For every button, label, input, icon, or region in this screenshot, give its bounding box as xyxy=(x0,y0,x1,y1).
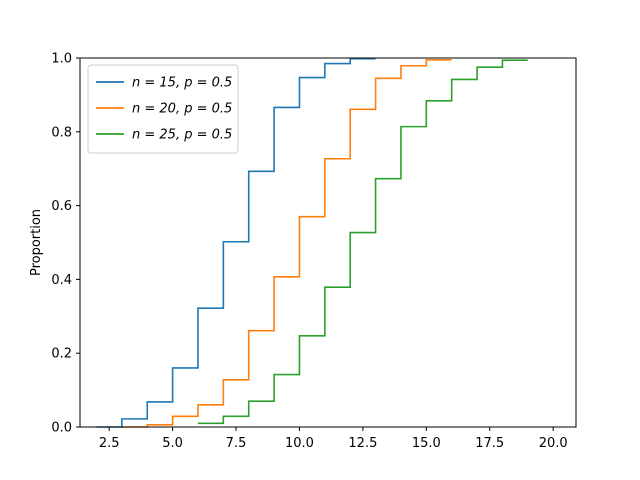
y-tick-label: 1.0 xyxy=(51,52,72,67)
y-tick-label: 0.8 xyxy=(51,125,72,140)
series-line-2 xyxy=(121,59,452,428)
x-tick-label: 7.5 xyxy=(226,436,247,451)
axes-frame xyxy=(79,57,577,428)
series-line-1 xyxy=(96,57,376,428)
y-tick-label: 0.6 xyxy=(51,199,72,214)
legend-box xyxy=(87,64,239,154)
legend-entry: n = 20, p = 0.5 xyxy=(132,102,232,117)
series-layer xyxy=(96,57,528,428)
y-axis: 0.0 0.2 0.4 0.6 0.8 1.0 xyxy=(51,52,80,436)
y-tick-label: 0.4 xyxy=(51,273,72,288)
x-tick-label: 15.0 xyxy=(412,436,441,451)
x-tick-label: 5.0 xyxy=(162,436,183,451)
x-tick-label: 17.5 xyxy=(475,436,504,451)
legend-entry: n = 25, p = 0.5 xyxy=(132,128,232,143)
y-tick-label: 0.0 xyxy=(51,421,72,436)
x-tick-label: 2.5 xyxy=(99,436,120,451)
series-line-3 xyxy=(197,59,528,425)
y-axis-label: Proportion xyxy=(29,209,44,276)
x-tick-label: 20.0 xyxy=(539,436,568,451)
legend-entry: n = 15, p = 0.5 xyxy=(132,76,232,91)
y-tick-label: 0.2 xyxy=(51,347,72,362)
legend: n = 15, p = 0.5 n = 20, p = 0.5 n = 25, p … xyxy=(87,64,239,154)
x-axis: 2.5 5.0 7.5 10.0 12.5 15.0 17.5 20.0 xyxy=(99,427,568,451)
x-tick-label: 10.0 xyxy=(285,436,314,451)
x-tick-label: 12.5 xyxy=(348,436,377,451)
